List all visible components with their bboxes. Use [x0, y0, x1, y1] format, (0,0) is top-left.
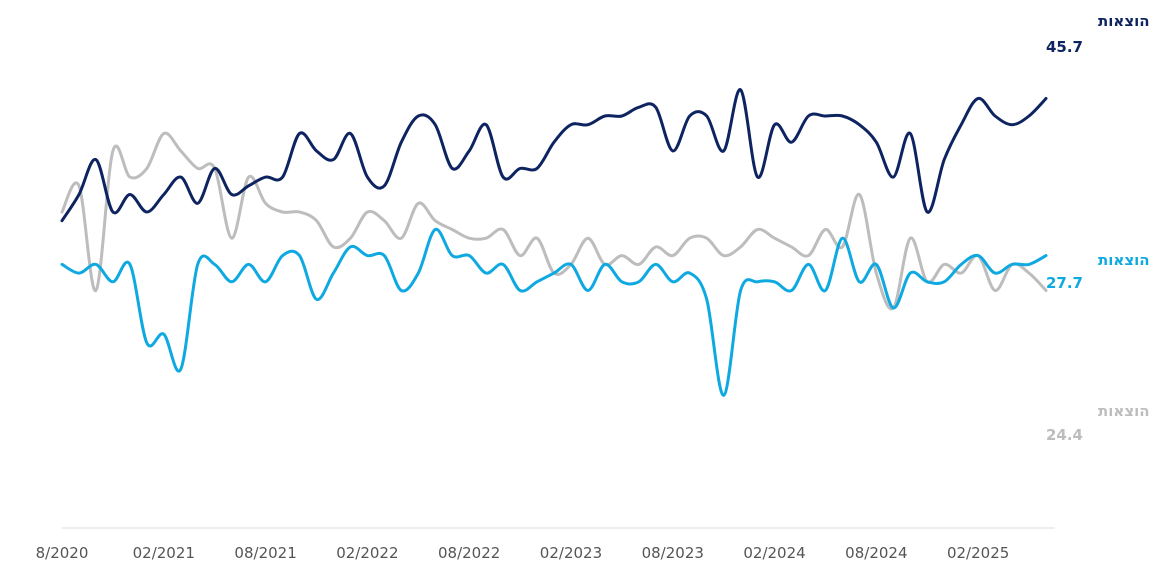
x-tick-label: 08/2023 — [642, 544, 704, 562]
series-value-label: 24.4 — [1046, 426, 1083, 444]
series-name-label: הכנסות>הוצאות — [1098, 402, 1150, 420]
x-tick-label: 02/2022 — [336, 544, 398, 562]
x-tick-label: 02/2024 — [743, 544, 805, 562]
series-value-label: 27.7 — [1046, 274, 1083, 292]
x-tick-label: 08/2021 — [234, 544, 296, 562]
series-line-2 — [60, 131, 1048, 311]
series-name-label: הכנסות<הוצאות — [1098, 251, 1150, 269]
x-tick-label: 02/2021 — [133, 544, 195, 562]
series-line-1 — [60, 227, 1048, 397]
x-tick-label: 02/2023 — [540, 544, 602, 562]
series-line-0 — [60, 88, 1048, 223]
x-tick-label: 02/2025 — [947, 544, 1009, 562]
x-tick-label: 08/2022 — [438, 544, 500, 562]
series-lines — [60, 88, 1048, 397]
series-value-label: 45.7 — [1046, 38, 1083, 56]
x-axis-ticks: 8/2020 02/2021 08/2021 02/2022 08/2022 02/202… — [36, 544, 1010, 562]
x-tick-label: 08/2024 — [845, 544, 907, 562]
series-name-label: הכנסות=הוצאות — [1098, 12, 1150, 30]
series-end-labels: הכנסות=הוצאות 45.7 הכנסות<הוצאות 27.7 הכנסות… — [1046, 12, 1150, 444]
x-tick-label: 8/2020 — [36, 544, 89, 562]
